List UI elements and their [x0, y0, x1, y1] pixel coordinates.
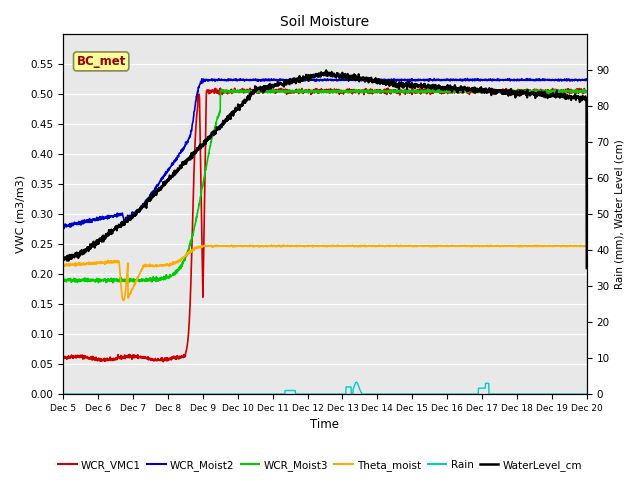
X-axis label: Time: Time: [310, 419, 339, 432]
Text: BC_met: BC_met: [77, 55, 126, 68]
Y-axis label: VWC (m3/m3): VWC (m3/m3): [15, 175, 25, 253]
Legend: WCR_VMC1, WCR_Moist2, WCR_Moist3, Theta_moist, Rain, WaterLevel_cm: WCR_VMC1, WCR_Moist2, WCR_Moist3, Theta_…: [54, 456, 586, 475]
Title: Soil Moisture: Soil Moisture: [280, 15, 369, 29]
Y-axis label: Rain (mm), Water Level (cm): Rain (mm), Water Level (cm): [615, 139, 625, 289]
